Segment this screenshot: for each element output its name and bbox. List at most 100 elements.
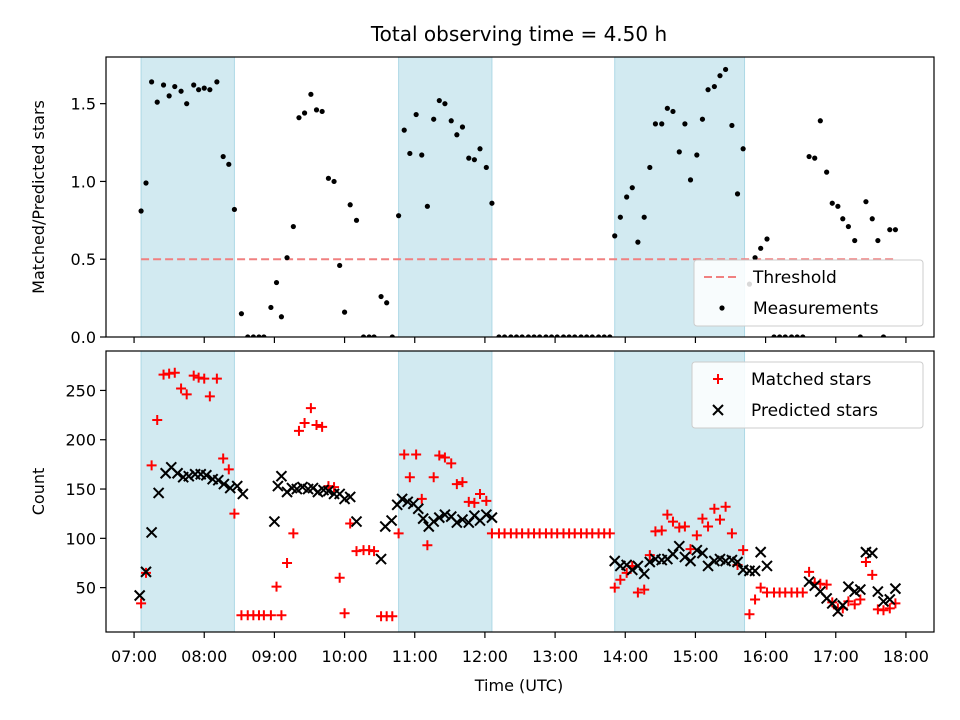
- data-point: [740, 146, 746, 152]
- data-point: [705, 87, 711, 93]
- data-point: [566, 334, 572, 337]
- data-point: [416, 493, 427, 504]
- data-point: [404, 472, 415, 483]
- data-point: [250, 334, 256, 337]
- data-point: [290, 223, 296, 230]
- data-point: [288, 528, 299, 539]
- data-point: [337, 262, 343, 269]
- data-point: [624, 194, 630, 200]
- legend-series-label: Matched stars: [751, 370, 871, 390]
- data-point: [855, 594, 866, 605]
- data-point: [353, 217, 360, 223]
- data-point: [711, 83, 717, 90]
- data-point: [696, 547, 709, 559]
- data-point: [617, 214, 623, 220]
- data-point: [635, 239, 641, 245]
- data-point: [788, 334, 795, 337]
- data-point: [181, 389, 192, 400]
- data-point: [436, 97, 442, 104]
- data-point: [223, 464, 234, 475]
- data-point: [872, 585, 884, 598]
- data-point: [149, 79, 155, 85]
- data-point: [433, 511, 446, 524]
- data-point: [800, 334, 806, 337]
- data-point: [578, 334, 584, 337]
- data-point: [869, 216, 875, 222]
- data-point: [804, 566, 815, 577]
- x-tick-label: 18:00: [883, 647, 929, 666]
- legend: Threshold Measurements: [693, 259, 924, 327]
- data-point: [152, 487, 165, 499]
- data-point: [261, 334, 267, 337]
- data-point: [729, 122, 735, 129]
- data-point: [496, 334, 502, 337]
- data-point: [884, 593, 896, 606]
- data-point: [369, 546, 380, 557]
- y-tick-label: 50: [76, 579, 96, 598]
- data-point: [154, 99, 160, 105]
- data-point: [442, 101, 448, 107]
- data-point: [446, 458, 457, 469]
- x-tick-label: 12:00: [462, 647, 508, 666]
- data-point: [824, 169, 830, 175]
- data-point: [265, 610, 276, 621]
- observing-window-band: [140, 351, 235, 632]
- x-tick-label: 14:00: [602, 647, 648, 666]
- data-point: [477, 146, 483, 152]
- data-point: [417, 512, 429, 525]
- legend-plus-swatch: [713, 374, 723, 384]
- data-point: [513, 334, 520, 337]
- data-point: [196, 87, 202, 93]
- data-point: [469, 497, 480, 508]
- data-point: [268, 304, 274, 311]
- data-point: [604, 528, 615, 539]
- data-point: [278, 314, 285, 320]
- data-point: [821, 579, 832, 590]
- data-point: [178, 88, 184, 94]
- data-point: [317, 421, 328, 432]
- data-point: [184, 101, 190, 107]
- data-point: [220, 153, 226, 160]
- data-point: [656, 525, 667, 536]
- data-point: [761, 560, 773, 572]
- data-point: [607, 334, 613, 337]
- data-point: [366, 334, 372, 337]
- data-point: [699, 116, 706, 122]
- data-point: [584, 334, 590, 337]
- data-point: [385, 514, 398, 527]
- data-point: [685, 544, 696, 555]
- data-point: [146, 460, 157, 471]
- data-point: [439, 508, 451, 521]
- data-point: [595, 334, 602, 337]
- data-point: [329, 482, 340, 493]
- data-point: [191, 82, 197, 88]
- data-point: [145, 526, 158, 539]
- data-point: [667, 516, 678, 527]
- legend-box: [691, 361, 924, 429]
- data-point: [714, 514, 725, 525]
- data-point: [422, 540, 433, 551]
- data-point: [350, 515, 363, 528]
- legend: Matched stars Predicted stars: [691, 361, 924, 429]
- data-point: [744, 609, 755, 620]
- chart-title: Total observing time = 4.50 h: [370, 22, 667, 46]
- data-point: [319, 108, 325, 115]
- data-point: [293, 425, 304, 436]
- data-point: [548, 334, 555, 337]
- data-point: [877, 595, 890, 608]
- data-point: [826, 597, 838, 610]
- data-point: [313, 107, 320, 113]
- data-point: [691, 530, 702, 541]
- series-measurements: [138, 66, 899, 337]
- data-point: [344, 491, 356, 503]
- data-point: [543, 334, 549, 337]
- data-point: [694, 152, 700, 158]
- series-predicted-stars: [133, 461, 902, 618]
- x-axis-label: Time (UTC): [474, 676, 563, 695]
- data-point: [201, 85, 207, 91]
- data-point: [387, 611, 398, 622]
- data-point: [378, 293, 384, 300]
- data-point: [508, 334, 514, 337]
- data-point: [501, 334, 508, 337]
- data-point: [224, 482, 236, 494]
